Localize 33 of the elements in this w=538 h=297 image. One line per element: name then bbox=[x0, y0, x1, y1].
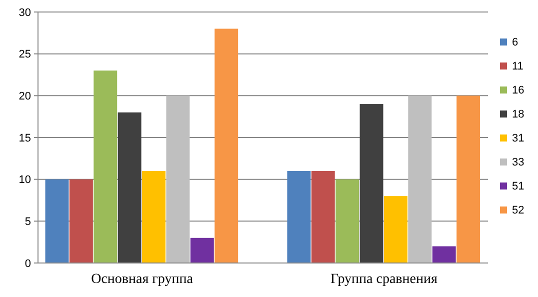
bar bbox=[190, 238, 214, 263]
y-tick-label: 25 bbox=[18, 48, 31, 61]
bar bbox=[432, 246, 456, 263]
bar bbox=[384, 196, 408, 263]
x-tick-label: Основная группа bbox=[91, 272, 194, 287]
bar bbox=[360, 104, 384, 263]
legend-label: 11 bbox=[512, 60, 524, 72]
legend-label: 16 bbox=[512, 84, 524, 96]
y-tick-label: 30 bbox=[18, 6, 31, 19]
bar bbox=[287, 170, 311, 263]
bar bbox=[118, 112, 142, 263]
bar bbox=[336, 179, 360, 263]
y-tick-label: 10 bbox=[18, 174, 31, 186]
bar bbox=[166, 96, 190, 263]
y-tick-label: 15 bbox=[18, 132, 31, 144]
bar bbox=[408, 96, 432, 263]
x-tick-label: Группа сравнения bbox=[330, 272, 438, 287]
bar bbox=[45, 179, 69, 263]
legend-label: 51 bbox=[512, 180, 524, 192]
y-tick-label: 5 bbox=[24, 216, 31, 228]
bar bbox=[311, 170, 335, 263]
y-tick-label: 20 bbox=[18, 90, 31, 103]
legend-label: 31 bbox=[512, 132, 524, 144]
bar bbox=[456, 96, 480, 263]
y-tick-label: 0 bbox=[24, 258, 31, 270]
bar bbox=[69, 179, 93, 263]
legend-label: 33 bbox=[512, 156, 524, 168]
bar bbox=[94, 70, 118, 263]
legend-label: 18 bbox=[512, 108, 524, 120]
legend-label: 52 bbox=[512, 204, 524, 216]
bar bbox=[142, 170, 166, 263]
legend-label: 6 bbox=[512, 36, 518, 48]
bar bbox=[214, 28, 238, 263]
